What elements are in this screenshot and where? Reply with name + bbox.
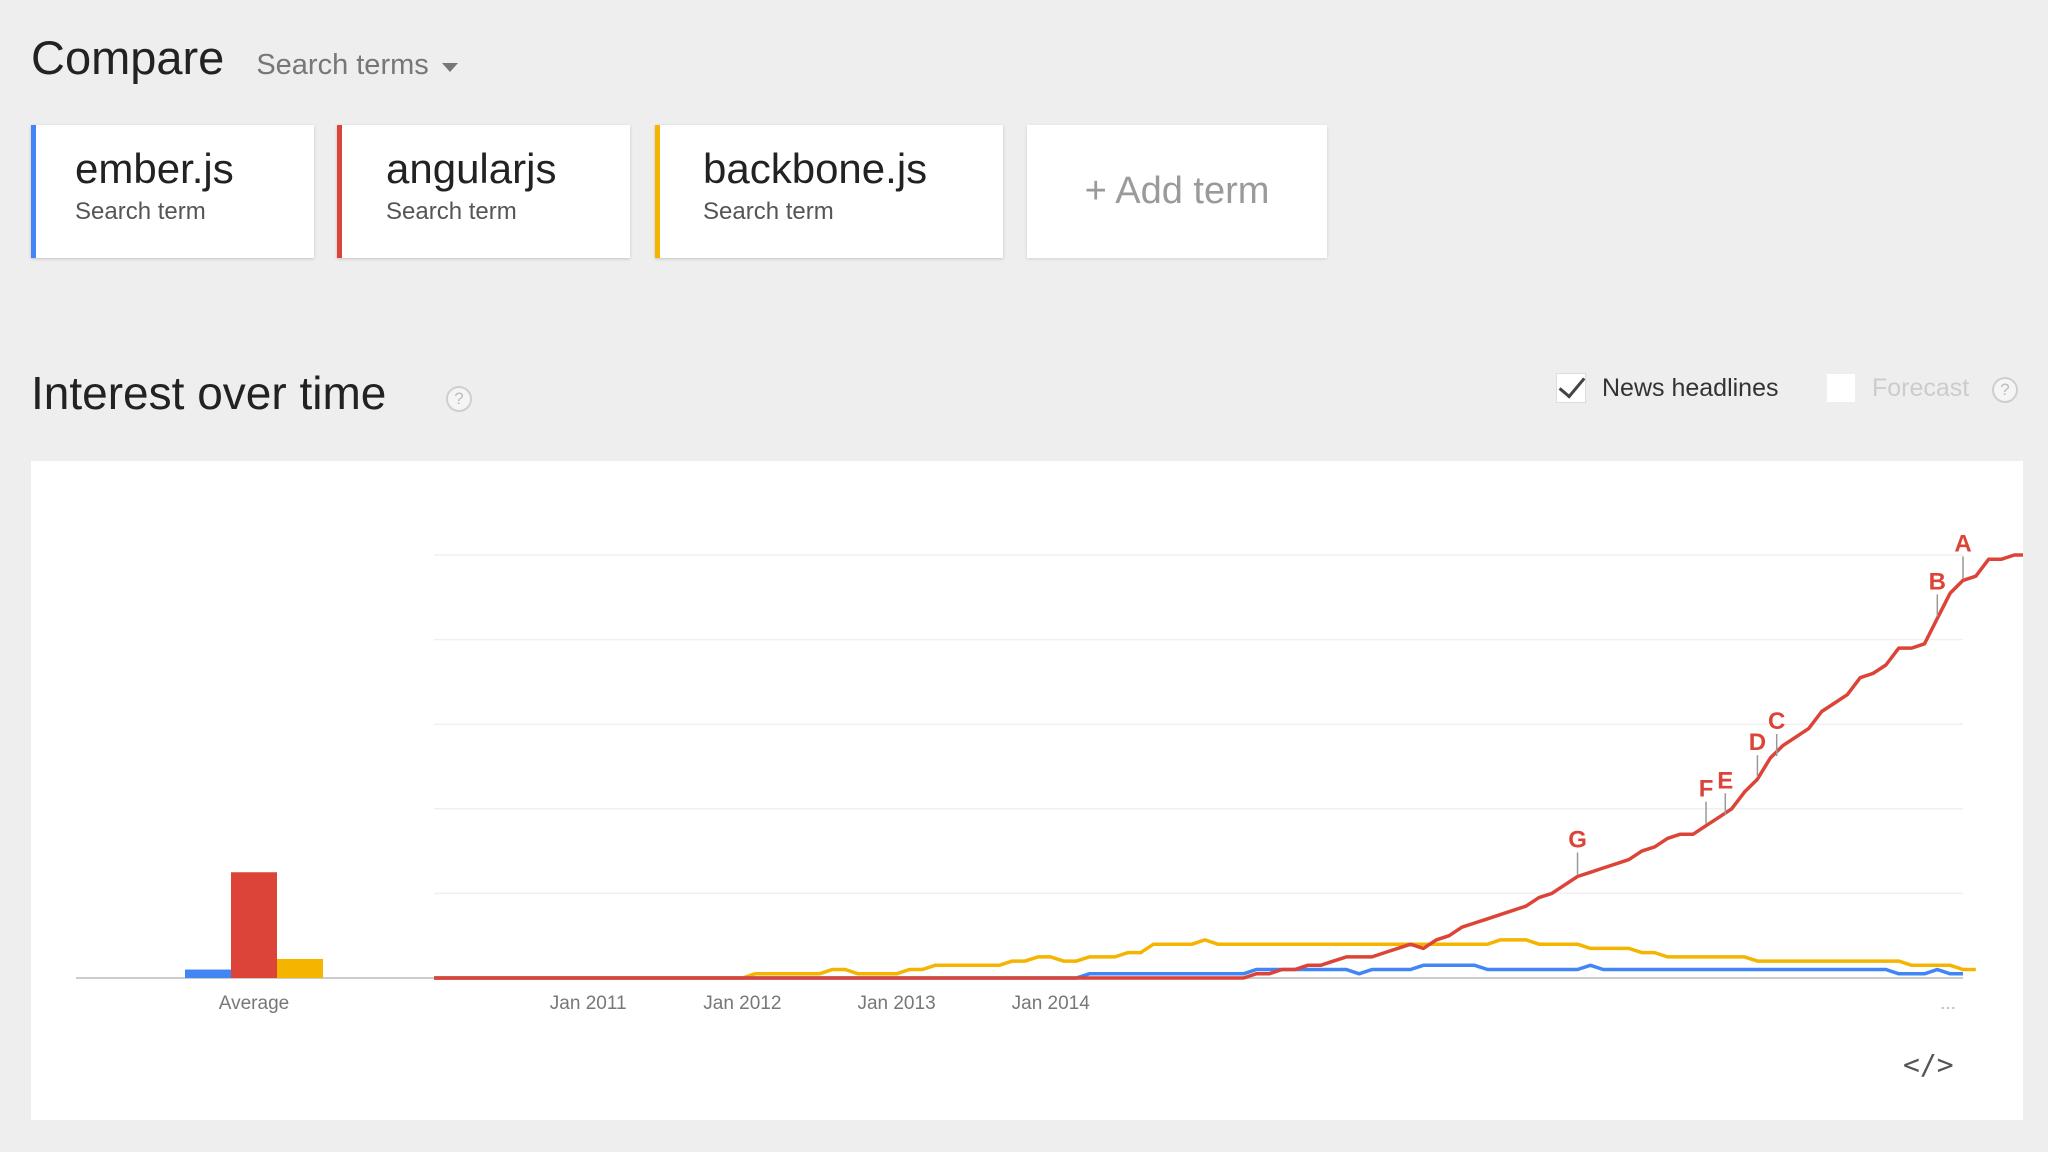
- compare-title: Compare: [31, 31, 225, 84]
- interest-chart: Average Jan 2011 Jan 2012 Jan 2013 Jan 2014.…: [76, 530, 2023, 1014]
- term-name: backbone.js: [703, 145, 928, 192]
- annotation-label[interactable]: G: [1568, 826, 1587, 853]
- term-type: Search term: [386, 198, 517, 225]
- x-tick-label: Jan 2012: [703, 993, 781, 1014]
- annotation-label[interactable]: B: [1929, 568, 1946, 595]
- term-type: Search term: [703, 198, 834, 225]
- caret-down-icon: [441, 63, 458, 72]
- term-card-ember[interactable]: ember.js Search term: [31, 125, 314, 258]
- term-type: Search term: [75, 198, 206, 225]
- term-name: ember.js: [75, 145, 234, 192]
- annotation-label[interactable]: F: [1699, 776, 1714, 803]
- chart-panel: Average Jan 2011 Jan 2012 Jan 2013 Jan 2014.…: [31, 461, 2023, 1120]
- series-line: [434, 553, 2023, 980]
- forecast-help-icon[interactable]: ?: [1992, 377, 2018, 403]
- x-tick-label: Jan 2014: [1012, 993, 1091, 1014]
- compare-header: Compare Search terms: [31, 30, 458, 85]
- news-headlines-checkbox[interactable]: [1556, 370, 1586, 403]
- annotation-label[interactable]: A: [1954, 530, 1971, 557]
- term-color-bar: [31, 125, 36, 258]
- section-title: Interest over time: [31, 367, 387, 419]
- search-terms-dropdown[interactable]: Search terms: [256, 49, 458, 82]
- annotation-label[interactable]: D: [1749, 729, 1766, 756]
- x-tick-label: Jan 2013: [857, 993, 935, 1014]
- forecast-toggle[interactable]: Forecast: [1826, 373, 1969, 403]
- embed-code-icon[interactable]: </>: [1903, 1048, 1954, 1081]
- news-headlines-toggle[interactable]: News headlines: [1556, 370, 1779, 403]
- average-bar: [277, 958, 323, 978]
- term-color-bar: [337, 125, 342, 258]
- annotation-label[interactable]: E: [1717, 767, 1733, 794]
- annotation-label[interactable]: C: [1768, 708, 1785, 735]
- term-color-bar: [655, 125, 660, 258]
- term-name: angularjs: [386, 145, 557, 192]
- average-label: Average: [219, 993, 289, 1014]
- help-icon[interactable]: ?: [446, 386, 472, 412]
- forecast-label: Forecast: [1872, 373, 1970, 402]
- news-headlines-label: News headlines: [1602, 373, 1779, 402]
- term-card-backbone[interactable]: backbone.js Search term: [655, 125, 1003, 258]
- x-tick-label: Jan 2011: [550, 993, 627, 1014]
- average-bar: [185, 969, 231, 978]
- forecast-checkbox[interactable]: [1826, 373, 1856, 403]
- add-term-button[interactable]: + Add term: [1027, 125, 1327, 258]
- series-line: [434, 963, 1963, 980]
- x-more-label: ...: [1940, 993, 1956, 1014]
- term-card-angular[interactable]: angularjs Search term: [337, 125, 630, 258]
- checkmark-icon: [1558, 370, 1586, 399]
- average-bar: [231, 872, 277, 978]
- search-terms-label: Search terms: [256, 49, 429, 81]
